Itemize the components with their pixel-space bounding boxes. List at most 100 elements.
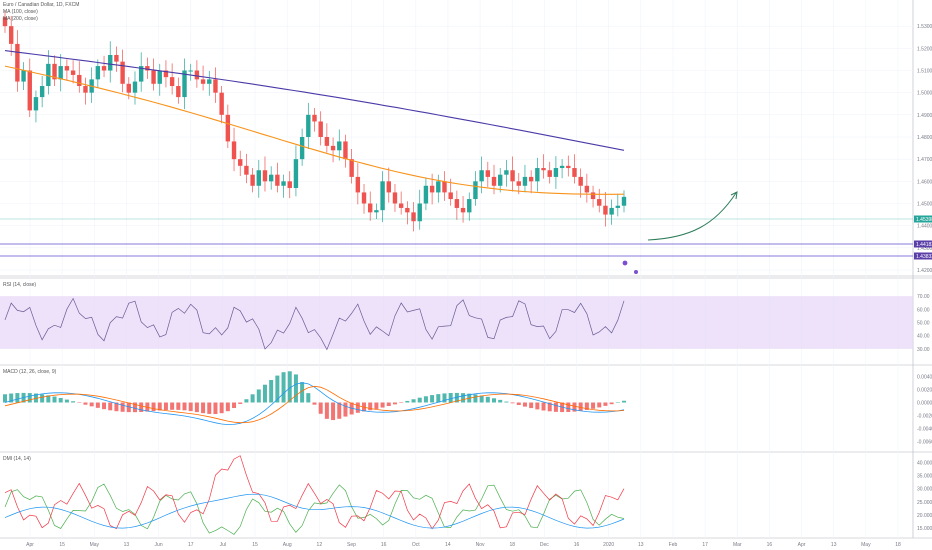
macd-histogram-bar [64, 399, 69, 403]
candle-body [95, 66, 101, 80]
x-tick-label: 2020 [603, 542, 614, 548]
candle-body [268, 174, 274, 182]
macd-histogram-bar [213, 402, 218, 415]
rsi-tick-label: 50.00 [917, 321, 930, 327]
candle-body [176, 86, 181, 98]
event-marker [634, 270, 638, 274]
candle-body [275, 174, 280, 186]
macd-histogram-bar [622, 400, 626, 403]
macd-histogram-bar [262, 384, 267, 403]
macd-histogram-bar [597, 402, 602, 408]
dmi-panel[interactable] [4, 455, 625, 535]
macd-histogram-bar [15, 393, 20, 403]
macd-histogram-bar [151, 402, 156, 412]
macd-histogram-bar [492, 398, 497, 403]
time-axis[interactable]: Apr 15 May 13 Jun 17 Jul 15 Aug 12 Sep 16 Oct 14 Nov 18… [26, 542, 901, 548]
rsi-panel[interactable] [0, 296, 913, 351]
macd-panel[interactable] [3, 371, 626, 426]
macd-tick-label: -0.00600 [917, 440, 932, 446]
candle-body [504, 170, 509, 175]
candle-body [597, 199, 602, 206]
macd-histogram-bar [71, 401, 76, 403]
candle-body [39, 86, 45, 98]
candle-body [361, 192, 367, 204]
price-panel[interactable] [0, 10, 913, 274]
x-tick-label: 18 [895, 542, 901, 548]
candle-body [256, 170, 261, 186]
candle-body [522, 176, 528, 186]
x-tick-label: 14 [445, 542, 451, 548]
candle-body [553, 168, 559, 177]
macd-histogram-bar [132, 402, 137, 413]
candle-body [145, 66, 150, 71]
macd-histogram-bar [163, 402, 168, 411]
macd-histogram-bar [46, 395, 51, 403]
candle-body [299, 137, 305, 160]
candle-body [132, 81, 138, 93]
candle-body [182, 70, 187, 98]
last-price-tag [914, 215, 932, 223]
y-tick-label: 1.52000 [917, 46, 932, 52]
x-tick-label: 12 [317, 542, 323, 548]
candle-body [138, 66, 144, 82]
candle-body [2, 17, 8, 27]
chart-title: Euro / Canadian Dollar, 1D, FXCM [3, 2, 80, 8]
ma200-line [4, 50, 625, 151]
macd-histogram-bar [591, 402, 596, 409]
macd-histogram-bar [9, 393, 14, 403]
macd-histogram-bar [411, 399, 416, 403]
x-tick-label: 16 [381, 542, 387, 548]
dmi-tick-label: 35.0000 [917, 473, 932, 479]
macd-histogram-bar [126, 402, 131, 413]
candle-body [244, 165, 249, 175]
candle-body [231, 141, 237, 160]
candle-body [603, 205, 608, 215]
last-price-label: 1.45398 [916, 217, 932, 223]
x-tick-label: Dec [540, 542, 549, 548]
candle-body [485, 170, 491, 177]
macd-histogram-bar [609, 402, 614, 405]
macd-histogram-bar [442, 393, 447, 403]
macd-histogram-bar [584, 402, 589, 410]
macd-histogram-bar [337, 402, 342, 419]
projection-arrowhead [730, 191, 738, 200]
y-tick-label: 1.47000 [917, 157, 932, 163]
macd-histogram-bar [473, 394, 478, 403]
candle-body [386, 181, 391, 193]
x-tick-label: Sep [347, 542, 356, 548]
macd-histogram-bar [95, 402, 100, 408]
candle-body [46, 63, 51, 87]
x-tick-label: Oct [412, 542, 420, 548]
candle-body [15, 43, 20, 82]
main-legend: Euro / Canadian Dollar, 1D, FXCM MA (100… [3, 2, 79, 23]
macd-histogram-bar [27, 393, 32, 403]
y-tick-label: 1.48000 [917, 135, 932, 141]
dmi-tick-label: 30.0000 [917, 487, 932, 493]
candle-body [27, 70, 32, 111]
macd-histogram-bar [225, 402, 230, 412]
candle-body [343, 141, 348, 160]
x-tick-label: 16 [767, 542, 773, 548]
candle-body [423, 185, 429, 204]
candle-body [566, 165, 571, 169]
adx-line [4, 493, 625, 529]
candle-body [238, 159, 243, 166]
ma200-legend: MA (200, close) [3, 16, 38, 22]
macd-histogram-bar [479, 395, 484, 403]
candle-body [188, 70, 193, 72]
dmi-tick-label: 15.0000 [917, 526, 932, 532]
price-axis[interactable]: 1.53000 1.52000 1.51000 1.50000 1.49000 1.480… [914, 24, 932, 532]
macd-histogram-bar [510, 402, 515, 404]
level-price-label: 1.44183 [916, 242, 932, 248]
candle-body [510, 170, 515, 182]
macd-histogram-bar [182, 402, 187, 411]
ma100-legend: MA (100, close) [3, 9, 38, 15]
candle-body [126, 83, 131, 93]
candle-body [8, 26, 14, 44]
candle-body [318, 121, 323, 137]
projection-arrow [647, 192, 737, 241]
macd-histogram-bar [541, 402, 546, 411]
